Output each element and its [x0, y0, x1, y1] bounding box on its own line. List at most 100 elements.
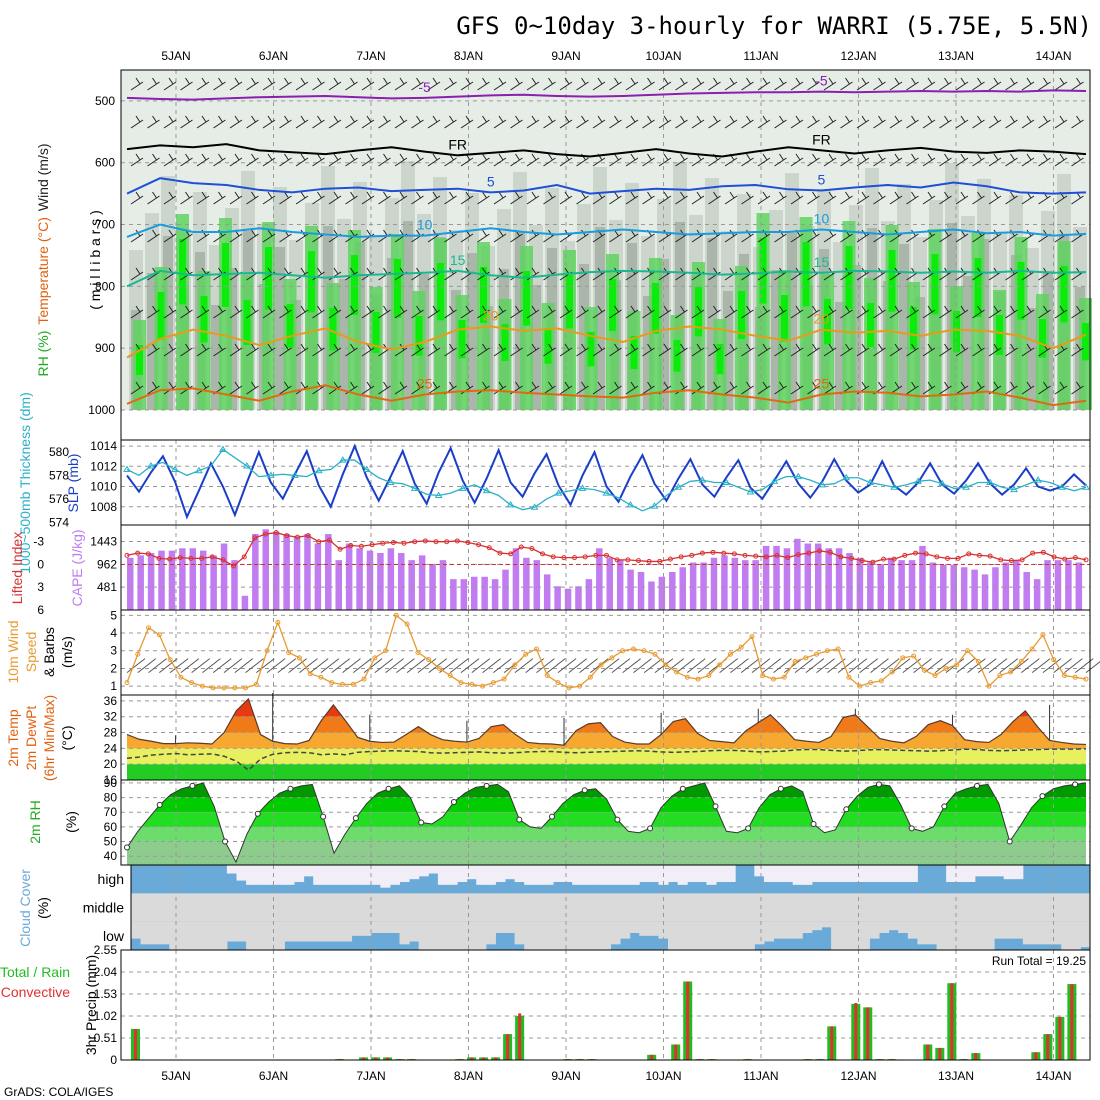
cloud-gap — [1080, 921, 1091, 948]
wind-speed-point — [469, 681, 475, 687]
wind-barb — [543, 153, 556, 167]
wind-barb — [180, 115, 193, 129]
cloud-gap — [216, 893, 227, 922]
cloud-gap — [284, 865, 295, 885]
wind-barb — [988, 115, 1002, 129]
wind-barb — [774, 305, 787, 319]
wind-barb — [279, 343, 292, 357]
cloud-gap — [235, 893, 246, 922]
wind-barb — [526, 305, 540, 319]
wind-barb — [988, 77, 1002, 91]
wind-barb — [1071, 305, 1084, 319]
cloud-gap — [754, 865, 765, 877]
wind-speed-point — [771, 676, 777, 682]
cloud-gap — [783, 921, 794, 939]
wind-barb — [477, 191, 490, 205]
cloud-gap — [274, 921, 285, 950]
cloud-gap — [330, 893, 341, 922]
rh-shade — [723, 291, 733, 410]
cape-bar — [1044, 560, 1051, 610]
wind-barb — [807, 153, 820, 167]
wind-barb — [328, 305, 342, 319]
cape-bar — [460, 579, 468, 610]
wind-barb — [345, 191, 358, 205]
pressure-tick-label: 800 — [95, 279, 115, 293]
wind-barb — [658, 343, 672, 357]
rh-saturated — [673, 340, 681, 372]
cape-bar — [877, 564, 885, 610]
panel-thickness-slp: 1008 1010 1012 1014 574 576 578 580 1000~500mb T… — [17, 392, 1091, 574]
li-point — [433, 539, 439, 545]
wind-barb — [805, 658, 825, 674]
cape-bar — [554, 586, 561, 610]
li-point — [529, 546, 535, 552]
cloud-gap — [1071, 893, 1082, 922]
wind-speed-point — [1083, 676, 1089, 682]
cloud-gap — [284, 921, 295, 942]
cape-bar — [898, 560, 905, 610]
wind-barb — [774, 191, 787, 205]
wind-barb — [741, 153, 754, 167]
wind-barb — [180, 343, 193, 357]
cloud-gap — [495, 865, 506, 882]
wind-barb — [708, 191, 721, 205]
wind-barb — [807, 305, 820, 319]
wind-speed-point — [846, 674, 852, 680]
wind-barb — [939, 191, 952, 205]
wind-barb — [312, 343, 325, 357]
wind-barb — [972, 305, 985, 319]
cloud-gap — [1013, 865, 1024, 880]
cloud-gap — [687, 865, 698, 882]
wind-barb — [576, 115, 589, 129]
wind-barb — [396, 658, 415, 674]
cloud-gap — [562, 865, 573, 882]
cloud-gap — [1003, 921, 1014, 939]
precip-run-total: Run Total = 19.25 — [992, 954, 1087, 968]
rh-saturated — [1039, 319, 1046, 358]
precip-tick-label: 2.04 — [94, 965, 118, 979]
rh-point — [450, 798, 457, 805]
cloud-gap — [946, 921, 957, 950]
li-point — [859, 558, 865, 564]
rh-point — [745, 825, 752, 832]
rh-point — [287, 785, 294, 792]
wind-barb — [295, 153, 309, 167]
cape-bar — [127, 557, 134, 610]
cloud-gap — [965, 865, 976, 882]
wind-speed-point — [630, 646, 636, 652]
wind-barb — [856, 153, 870, 167]
cloud-gap — [648, 921, 659, 936]
cape-bar — [1054, 560, 1062, 610]
wind-barb — [1071, 343, 1084, 357]
wind-barb — [1021, 153, 1035, 167]
wind-barb — [873, 305, 886, 319]
wind-barb — [856, 343, 870, 357]
wind-barb — [514, 658, 534, 674]
wind-barb — [906, 343, 919, 357]
cloud-gap — [339, 893, 350, 922]
rh-saturated — [974, 258, 982, 317]
wind-barb — [460, 343, 474, 357]
cloud-gap — [313, 921, 324, 942]
cape-bar — [867, 562, 874, 610]
rh-shade — [147, 273, 157, 410]
wind-barb — [1085, 661, 1100, 674]
wind-barb — [378, 381, 391, 395]
wind-barb — [592, 77, 606, 91]
cloud-gap — [301, 893, 312, 922]
wind-barb — [543, 191, 556, 205]
thickness-point — [530, 503, 539, 510]
cloud-gap — [311, 893, 322, 922]
cloud-gap — [792, 865, 803, 885]
thickness-point — [242, 462, 251, 469]
wind-barb — [180, 191, 193, 205]
wind-barb — [277, 658, 297, 674]
wind-barb — [1071, 115, 1084, 129]
cape-bar — [325, 534, 332, 610]
wind-ylabel-part: Speed — [23, 632, 39, 672]
isotherm-line — [126, 269, 1087, 288]
isotherm-label: 5 — [818, 172, 826, 188]
cloud-gap — [1022, 921, 1033, 945]
li-point — [923, 551, 929, 557]
wind-barb — [823, 305, 837, 319]
